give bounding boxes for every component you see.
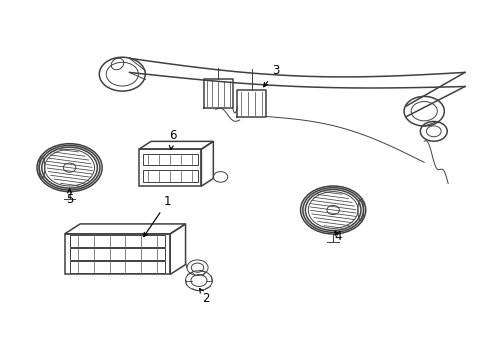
Text: 2: 2	[199, 288, 209, 305]
Bar	[142, 154, 197, 166]
Text: 6: 6	[168, 129, 176, 149]
Bar	[139, 149, 201, 186]
Text: 3: 3	[263, 64, 279, 87]
Text: 1: 1	[143, 195, 171, 237]
Bar	[142, 170, 197, 182]
Bar	[70, 235, 164, 247]
Bar	[70, 248, 164, 260]
Bar	[64, 234, 170, 274]
Text: 5: 5	[66, 189, 73, 206]
Text: 4: 4	[333, 230, 341, 243]
Bar	[70, 261, 164, 273]
